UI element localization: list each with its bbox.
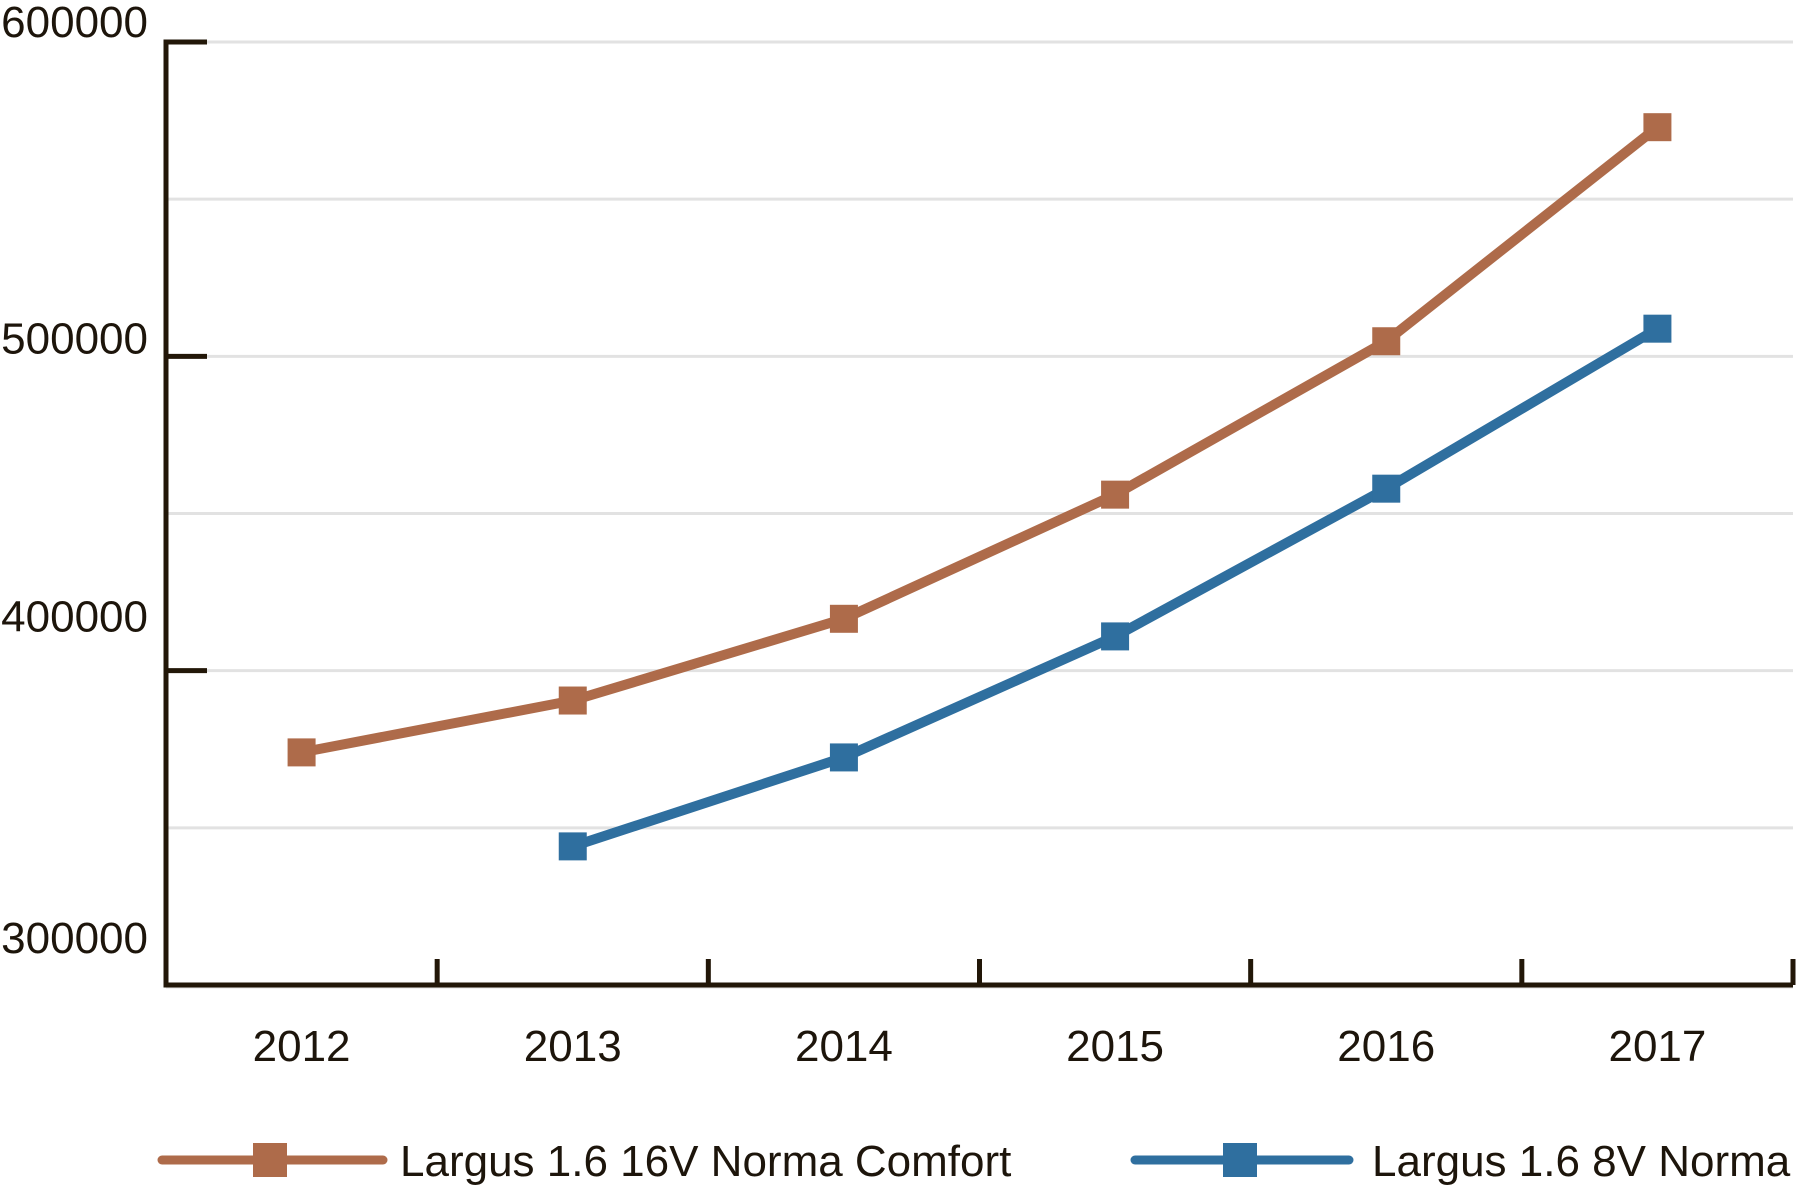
- data-point-marker: [558, 832, 587, 861]
- y-tick-label: 400000: [1, 593, 148, 642]
- x-tick-label: 2012: [253, 1022, 351, 1071]
- data-point-marker: [1101, 480, 1130, 509]
- legend-marker: [253, 1143, 287, 1177]
- x-tick-label: 2016: [1337, 1022, 1435, 1071]
- data-point-marker: [1643, 113, 1672, 142]
- x-tick-label: 2013: [524, 1022, 622, 1071]
- legend-label: Largus 1.6 16V Norma Comfort: [400, 1137, 1011, 1186]
- data-point-marker: [829, 604, 858, 633]
- data-point-marker: [829, 743, 858, 772]
- data-point-marker: [1372, 474, 1401, 503]
- legend-label: Largus 1.6 8V Norma: [1372, 1137, 1791, 1186]
- x-tick-label: 2014: [795, 1022, 893, 1071]
- series-line-0: [300, 123, 1661, 758]
- data-point-marker: [1643, 314, 1672, 343]
- series-line-1: [571, 324, 1660, 852]
- y-tick-label: 600000: [1, 0, 148, 47]
- x-tick-label: 2017: [1608, 1022, 1706, 1071]
- y-tick-label: 300000: [1, 914, 148, 963]
- y-tick-label: 500000: [1, 314, 148, 363]
- data-point-marker: [558, 686, 587, 715]
- x-tick-label: 2015: [1066, 1022, 1164, 1071]
- data-point-marker: [1372, 327, 1401, 356]
- data-point-marker: [287, 738, 316, 767]
- legend-marker: [1223, 1143, 1257, 1177]
- data-point-marker: [1101, 622, 1130, 651]
